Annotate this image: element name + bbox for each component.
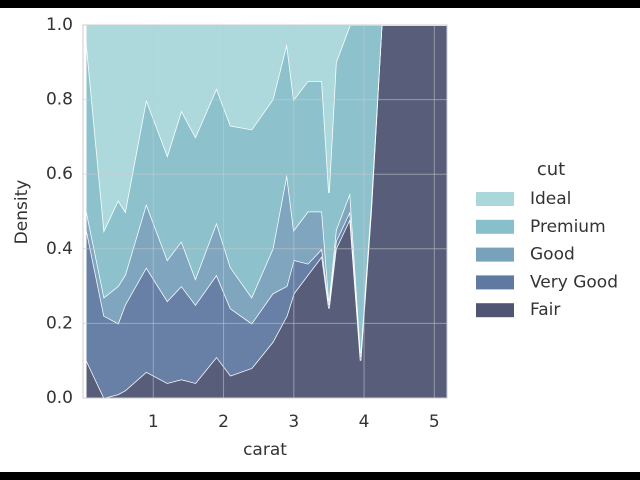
- area: [86, 25, 447, 398]
- y-tick-label: 1.0: [46, 15, 73, 35]
- x-tick-label: 5: [429, 412, 440, 432]
- y-tick-label: 0.0: [46, 388, 73, 408]
- legend-label: Fair: [530, 300, 560, 320]
- legend-label: Very Good: [530, 272, 618, 292]
- legend-label: Ideal: [530, 189, 571, 209]
- legend-swatch: [476, 275, 514, 290]
- legend-swatch: [476, 192, 514, 206]
- legend-label: Premium: [530, 217, 606, 237]
- legend-swatch: [476, 219, 514, 234]
- y-tick-label: 0.6: [46, 164, 73, 184]
- y-axis-label: Density: [12, 180, 32, 245]
- x-axis-label: carat: [243, 440, 287, 460]
- area: [86, 25, 447, 398]
- y-tick-label: 0.4: [46, 239, 73, 259]
- legend-title: cut: [537, 159, 565, 180]
- area: [86, 25, 447, 357]
- area: [86, 25, 447, 354]
- x-tick-label: 3: [288, 412, 299, 432]
- plot-frame: [82, 24, 448, 399]
- legend-swatch: [476, 247, 514, 262]
- legend-swatch: [476, 303, 514, 318]
- legend-label: Good: [530, 245, 575, 265]
- y-tick-label: 0.8: [46, 90, 73, 110]
- x-tick-label: 2: [218, 412, 229, 432]
- x-tick-label: 4: [359, 412, 370, 432]
- x-tick-label: 1: [148, 412, 159, 432]
- area: [86, 25, 447, 231]
- y-tick-label: 0.2: [46, 313, 73, 333]
